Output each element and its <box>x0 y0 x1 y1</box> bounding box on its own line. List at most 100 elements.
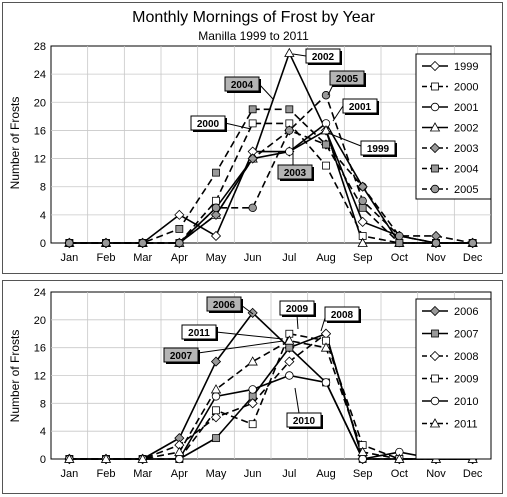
y-tick-label: 20 <box>34 97 46 109</box>
callout-label: 2010 <box>293 416 316 427</box>
callout-leader <box>294 387 300 414</box>
bottom-chart-panel: 0 4 8 12 16 20 24 Jan Feb Mar Apr May Jun Jul Aug Sep Oc… <box>2 280 503 494</box>
callout-label: 2001 <box>349 102 372 113</box>
data-point-2010 <box>358 454 367 464</box>
data-point-2004 <box>248 105 257 114</box>
data-point-2000 <box>248 119 257 128</box>
data-point-2008 <box>210 412 222 423</box>
x-tick-label: Feb <box>97 468 116 480</box>
legend-marker-2011 <box>429 418 441 428</box>
y-tick-label: 24 <box>34 287 46 299</box>
y-tick-label: 16 <box>34 343 46 355</box>
callout-leader <box>258 83 274 100</box>
data-point-2010 <box>285 371 294 380</box>
top-chart-panel: Monthly Mornings of Frost by Year Manill… <box>2 2 503 274</box>
x-tick-label: Sep <box>353 468 373 480</box>
x-tick-label: Mar <box>133 468 152 480</box>
data-point-2010 <box>211 392 221 401</box>
data-point-2011 <box>174 446 185 456</box>
callout-leader <box>224 122 252 130</box>
x-tick-label: Oct <box>391 252 408 264</box>
x-tick-label: Jul <box>282 252 296 264</box>
data-point-2005 <box>65 238 74 248</box>
data-point-2000 <box>212 196 220 205</box>
callout-label: 2006 <box>213 300 236 311</box>
data-point-2004 <box>395 239 404 247</box>
data-point-2004 <box>285 105 294 114</box>
y-tick-label: 8 <box>40 398 46 410</box>
x-tick-label: Sep <box>353 252 373 264</box>
data-point-1999 <box>210 230 222 242</box>
data-point-2005 <box>101 238 111 248</box>
y-tick-label: 20 <box>34 315 46 327</box>
callout-leader <box>327 132 362 147</box>
callout-label: 2002 <box>312 52 335 63</box>
x-tick-label: Aug <box>316 468 336 480</box>
data-point-2007 <box>285 343 294 352</box>
series-line-2011 <box>69 339 473 460</box>
callout-box <box>224 76 260 92</box>
callout-leader <box>296 314 299 330</box>
x-tick-label: May <box>206 252 227 264</box>
callout-box <box>277 164 313 180</box>
y-tick-label: 12 <box>34 371 46 383</box>
callout-box <box>305 48 341 64</box>
legend-label: 2006 <box>454 306 478 318</box>
data-point-2010 <box>321 378 331 387</box>
legend-label: 2000 <box>454 82 478 94</box>
x-tick-label: Oct <box>391 468 408 480</box>
x-tick-label: Jul <box>282 468 296 480</box>
callout-leader <box>292 53 307 57</box>
x-tick-label: Jun <box>244 468 262 480</box>
data-point-2005 <box>285 126 294 135</box>
y-tick-label: 4 <box>40 210 46 222</box>
y-tick-label: 12 <box>34 154 46 166</box>
callout-label: 2011 <box>188 328 210 339</box>
data-point-2005 <box>468 238 477 248</box>
data-point-2010 <box>175 454 184 464</box>
data-point-2005 <box>321 91 331 100</box>
x-tick-label: Jan <box>60 252 78 264</box>
chart-title: Monthly Mornings of Frost by Year <box>132 9 375 26</box>
data-point-2000 <box>322 161 330 170</box>
legend-label: 2011 <box>454 419 478 431</box>
data-point-2011 <box>100 453 112 463</box>
legend-label: 2004 <box>454 164 478 176</box>
callout-box <box>190 115 226 131</box>
legend-label: 2008 <box>454 351 478 363</box>
data-point-2003 <box>210 209 222 220</box>
y-tick-label: 24 <box>34 69 46 81</box>
top-chart-svg: 0 4 8 12 16 20 24 28 Jan Feb Mar Apr May Jun Jul Aug Sep… <box>8 41 492 264</box>
x-tick-label: Feb <box>97 252 116 264</box>
legend-label: 2002 <box>454 123 478 135</box>
x-tick-label: May <box>206 468 227 480</box>
legend-label: 2010 <box>454 396 478 408</box>
callout-label: 2003 <box>284 168 307 179</box>
legend-marker-2003 <box>429 142 441 154</box>
legend-marker-2000 <box>431 82 439 91</box>
x-tick-label: Dec <box>463 468 483 480</box>
data-point-2011 <box>357 446 368 456</box>
legend-marker-2002 <box>429 122 441 132</box>
data-point-2011 <box>210 384 222 394</box>
callout-box <box>324 306 360 322</box>
callout-leader <box>320 317 326 332</box>
x-tick-label: Dec <box>463 252 483 264</box>
y-tick-label: 0 <box>40 238 46 250</box>
x-tick-label: Jan <box>60 468 78 480</box>
callout-label: 2000 <box>197 119 220 130</box>
data-point-1999 <box>357 216 368 227</box>
legend-label: 2005 <box>454 184 478 196</box>
data-point-2004 <box>175 225 184 233</box>
x-tick-label: Apr <box>171 252 188 264</box>
y-tick-label: 28 <box>34 41 46 53</box>
callout-box <box>342 98 378 114</box>
callout-box <box>181 324 217 340</box>
callout-label: 2005 <box>336 74 359 85</box>
y-tick-label: 0 <box>40 454 46 466</box>
legend-marker-2008 <box>429 350 441 362</box>
data-point-2005 <box>395 231 404 241</box>
y-tick-label: 16 <box>34 125 46 137</box>
callout-label: 2007 <box>170 351 193 362</box>
data-point-2004 <box>358 203 367 212</box>
